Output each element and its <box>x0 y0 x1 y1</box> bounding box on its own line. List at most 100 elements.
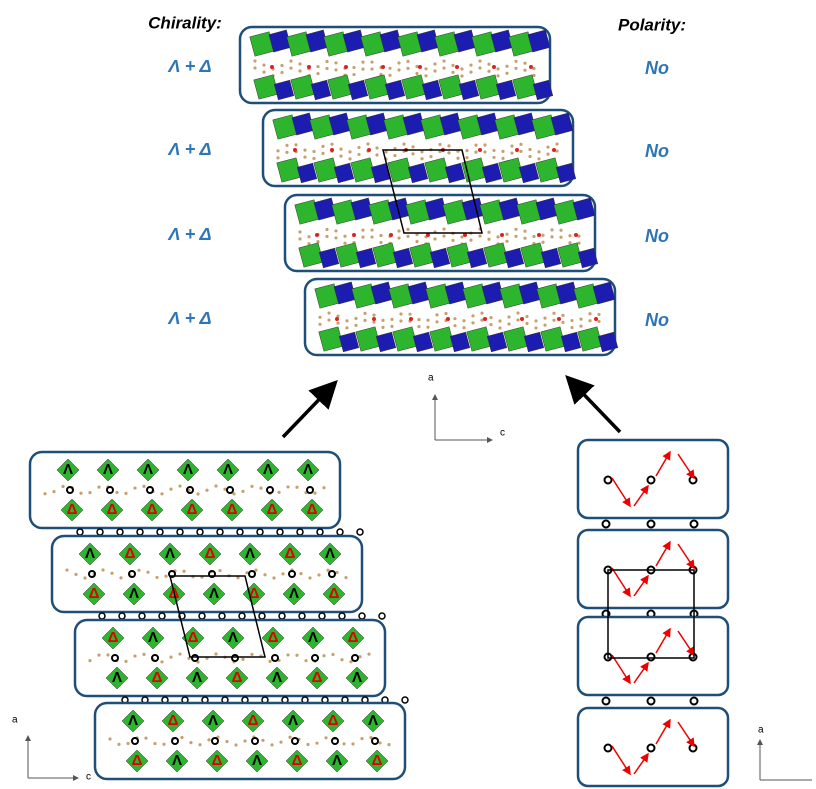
atom <box>318 316 321 319</box>
chirality-symbol: Λ <box>129 585 139 602</box>
atom <box>462 326 465 329</box>
arrow <box>570 380 620 432</box>
chirality-symbol: Δ <box>312 669 323 686</box>
atom <box>357 153 360 156</box>
atom <box>552 312 555 315</box>
atom <box>180 736 183 739</box>
oxygen <box>455 65 459 69</box>
atom <box>366 142 369 145</box>
atom <box>315 742 318 745</box>
atom <box>451 71 454 74</box>
atom <box>559 236 562 239</box>
atom <box>519 150 522 153</box>
oxygen <box>483 317 487 321</box>
ring <box>277 529 283 535</box>
atom <box>357 146 360 149</box>
atom <box>559 229 562 232</box>
chirality-symbol: Λ <box>263 461 273 478</box>
atom <box>119 576 122 579</box>
atom <box>253 59 256 62</box>
atom <box>361 229 364 232</box>
atom <box>124 492 127 495</box>
chirality-header: Chirality: <box>148 13 222 32</box>
chirality-symbol: Λ <box>325 545 335 562</box>
atom <box>447 151 450 154</box>
atom <box>263 573 266 576</box>
atom <box>126 742 129 745</box>
ring <box>603 521 610 528</box>
atom <box>406 235 409 238</box>
chirality-symbol: Λ <box>112 669 122 686</box>
atom <box>411 145 414 148</box>
atom <box>552 319 555 322</box>
atom <box>417 325 420 328</box>
ring <box>648 521 655 528</box>
atom <box>153 742 156 745</box>
ring <box>139 613 145 619</box>
atom <box>137 569 140 572</box>
chirality-symbol: Λ <box>128 712 138 729</box>
ring <box>217 529 223 535</box>
layer: ΛΔΛΔΛΔΛΔΛΔΛΔΛΔ <box>30 452 340 528</box>
atom <box>406 228 409 231</box>
atom <box>361 61 364 64</box>
ring <box>337 529 343 535</box>
axis-label: c <box>86 772 91 783</box>
ring <box>259 613 265 619</box>
chirality-symbol: Λ <box>183 461 193 478</box>
atom <box>312 157 315 160</box>
atom <box>451 239 454 242</box>
atom <box>496 67 499 70</box>
atom <box>487 70 490 73</box>
atom <box>505 72 508 75</box>
atom <box>525 322 528 325</box>
atom <box>532 74 535 77</box>
atom <box>487 231 490 234</box>
atom <box>469 71 472 74</box>
atom <box>65 568 68 571</box>
layer <box>263 110 576 186</box>
atom <box>474 151 477 154</box>
atom <box>453 324 456 327</box>
chirality-symbol: Δ <box>67 501 78 518</box>
atom <box>534 326 537 329</box>
atom <box>351 742 354 745</box>
atom <box>415 240 418 243</box>
atom <box>354 324 357 327</box>
atom <box>397 68 400 71</box>
oxygen <box>446 317 450 321</box>
atom <box>496 74 499 77</box>
atom <box>262 63 265 66</box>
oxygen <box>315 233 319 237</box>
atom <box>322 654 325 657</box>
atom <box>370 60 373 63</box>
atom <box>523 237 526 240</box>
atom <box>316 72 319 75</box>
chirality-symbol: Λ <box>289 585 299 602</box>
chirality-symbol: Δ <box>89 585 100 602</box>
atom <box>117 743 120 746</box>
atom <box>325 228 328 231</box>
atom <box>88 659 91 662</box>
atom <box>225 740 228 743</box>
atom <box>312 150 315 153</box>
atom <box>360 737 363 740</box>
atom <box>435 320 438 323</box>
axes-left: a c <box>12 715 91 783</box>
atom <box>523 62 526 65</box>
atom <box>451 64 454 67</box>
atom <box>295 654 298 657</box>
oxygen <box>520 317 524 321</box>
atom <box>388 74 391 77</box>
atom <box>514 67 517 70</box>
atom <box>471 314 474 317</box>
figure: Chirality: Polarity: a c a c a Λ + ΔNoΛ … <box>0 0 816 789</box>
atom <box>253 66 256 69</box>
atom <box>514 228 517 231</box>
atom <box>344 576 347 579</box>
atom <box>469 239 472 242</box>
ring <box>279 613 285 619</box>
atom <box>417 318 420 321</box>
atom <box>388 67 391 70</box>
axis-label: a <box>12 715 18 726</box>
